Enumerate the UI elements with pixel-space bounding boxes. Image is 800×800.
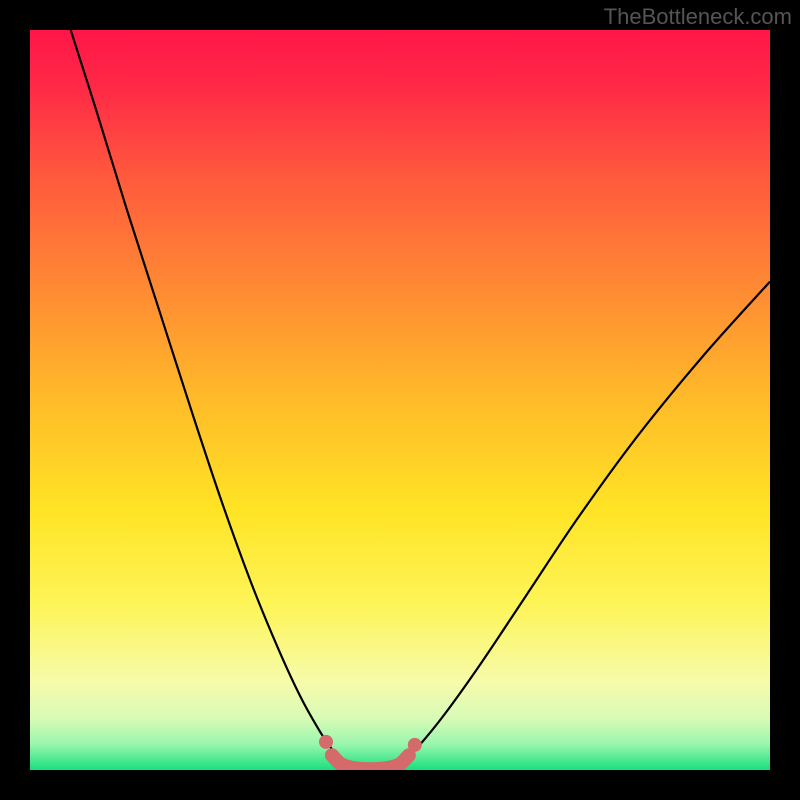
chart-stage: TheBottleneck.com (0, 0, 800, 800)
chart-svg (0, 0, 800, 800)
watermark-text: TheBottleneck.com (604, 4, 792, 30)
highlight-dot-right (408, 738, 422, 752)
plot-background (30, 30, 770, 770)
highlight-dot-left (319, 735, 333, 749)
